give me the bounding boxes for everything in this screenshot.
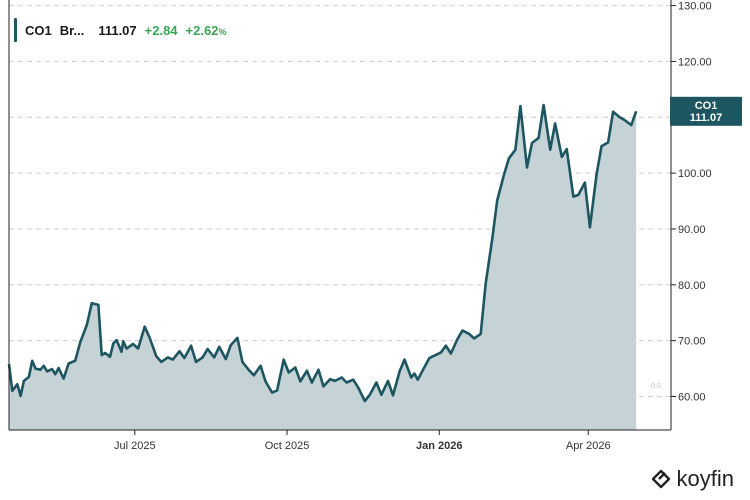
x-tick-label: Apr 2026 — [566, 440, 611, 452]
y-axis-ticks: 60.0070.0080.0090.00100.00110.00120.0013… — [671, 1, 712, 403]
axes — [8, 0, 672, 431]
y-tick-label: 60.00 — [678, 391, 706, 403]
x-tick-label: Jul 2025 — [114, 440, 156, 452]
series-color-bar — [14, 18, 17, 42]
y-tick-label: 80.00 — [678, 280, 706, 292]
y-tick-label: 90.00 — [678, 224, 706, 236]
koyfin-logo-icon — [651, 469, 670, 489]
price-change: +2.84 — [144, 22, 178, 38]
koyfin-logo[interactable]: koyfin — [650, 466, 734, 492]
price-tag-value: 111.07 — [690, 112, 722, 124]
price-tag-box — [670, 96, 742, 126]
x-tick-label: Oct 2025 — [265, 440, 310, 452]
y-tick-label: 130.00 — [678, 1, 712, 13]
price-line — [7, 103, 638, 403]
baseline-label: 0.0 — [651, 383, 661, 390]
security-name[interactable]: Br... — [59, 22, 85, 38]
price-tag-label: CO1 — [695, 100, 718, 112]
chart-header: CO1 Br... 111.07 +2.84 +2.62% — [14, 17, 226, 43]
price-tag: CO1 111.07 — [670, 96, 742, 126]
last-price: 111.07 — [98, 22, 137, 38]
price-change-percent: +2.62% — [185, 22, 227, 38]
y-tick-label: 100.00 — [678, 168, 712, 180]
y-tick-label: 120.00 — [678, 56, 712, 68]
koyfin-logo-text: koyfin — [676, 466, 734, 491]
x-tick-label: Jan 2026 — [416, 440, 462, 452]
y-tick-label: 70.00 — [678, 336, 706, 348]
price-area — [9, 105, 637, 430]
ticker-symbol: CO1 — [25, 22, 52, 38]
x-axis-ticks: Jul 2025 Oct 2025 Jan 2026 Apr 2026 — [114, 430, 611, 452]
